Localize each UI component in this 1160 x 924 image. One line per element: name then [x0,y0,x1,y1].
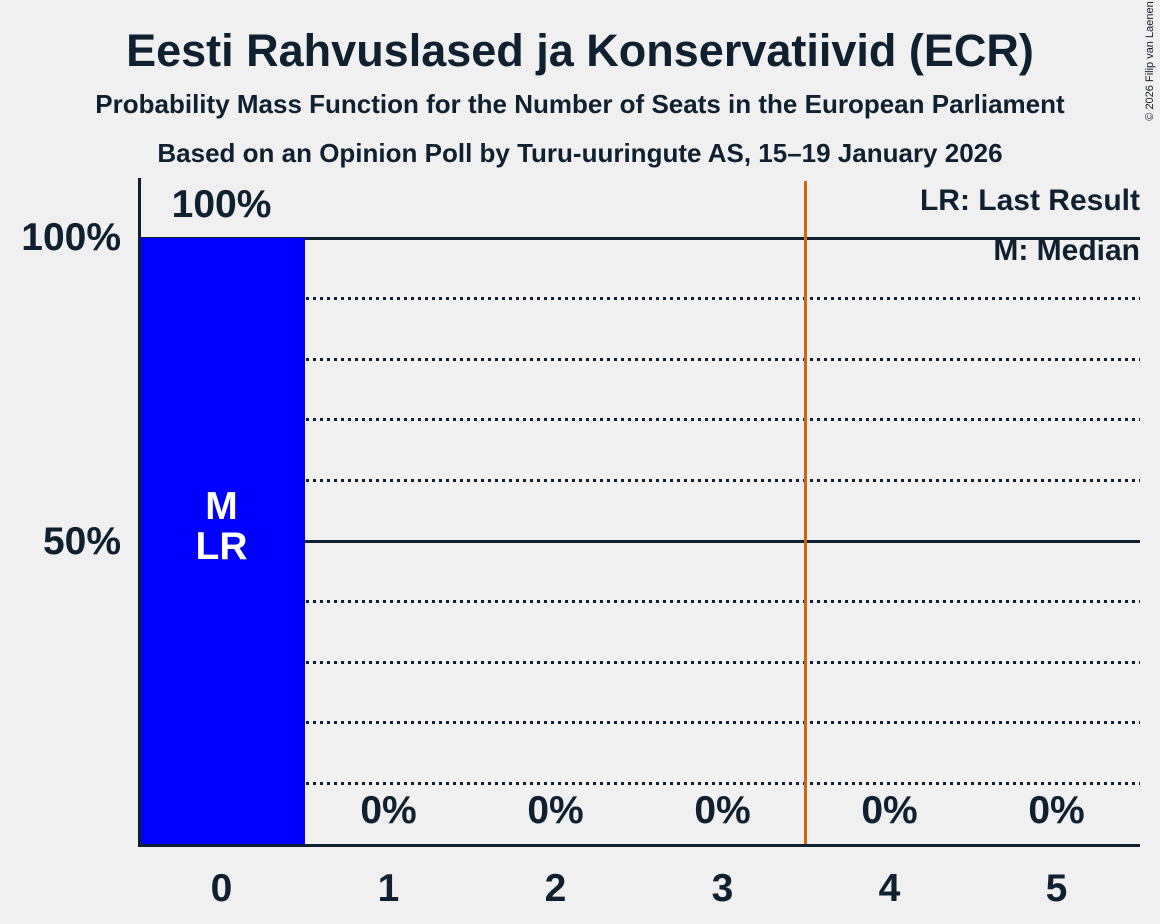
majority-threshold-line [804,181,808,844]
y-axis-label-100: 100% [21,216,121,259]
gridline-20pct [138,721,1140,725]
x-tick-label-3: 3 [711,867,734,910]
seat-slot-3: 0% [639,238,806,844]
seat-slot-0: 100% M LR [138,185,305,844]
x-tick-label-0: 0 [210,867,233,910]
gridline-50pct [138,539,1140,543]
x-tick-label-5: 5 [1045,867,1068,910]
plot-area: 100% M LR 0% 0% 0% 0% 0% [138,178,1140,847]
gridline-60pct [138,478,1140,482]
seat-slot-2: 0% [472,238,639,844]
gridline-80pct [138,357,1140,361]
probability-value-label: 100% [171,183,272,226]
chart-subtitle-function: Probability Mass Function for the Number… [95,89,1065,119]
probability-value-label: 0% [694,789,751,832]
seat-slot-5: 0% [973,238,1140,844]
plot-field: 100% M LR 0% 0% 0% 0% 0% [138,185,1140,844]
x-tick-label-1: 1 [377,867,400,910]
median-last-result-annotation: M LR [138,224,305,830]
gridline-70pct [138,418,1140,422]
last-result-marker: LR [195,525,248,568]
probability-value-label: 0% [360,789,417,832]
gridline-90pct [138,297,1140,301]
median-marker: M [205,485,238,528]
seat-slot-1: 0% [305,238,472,844]
legend-median: M: Median [993,234,1140,267]
gridline-40pct [138,600,1140,604]
x-tick-label-4: 4 [878,867,901,910]
copyright-notice: © 2026 Filip van Laenen [1144,1,1156,121]
y-axis-label-50: 50% [42,520,121,563]
probability-value-label: 0% [1028,789,1085,832]
probability-value-label: 0% [861,789,918,832]
gridline-10pct [138,781,1140,785]
probability-value-label: 0% [527,789,584,832]
gridline-30pct [138,660,1140,664]
x-axis-line [138,844,1140,847]
probability-bar-0 [138,238,305,844]
x-tick-label-2: 2 [544,867,567,910]
y-axis-line [138,178,141,847]
gridline-100pct [138,236,1140,240]
x-axis-tick-labels: 0 1 2 3 4 5 [138,866,1140,912]
legend-last-result: LR: Last Result [919,184,1140,217]
chart-title: Eesti Rahvuslased ja Konservatiivid (ECR… [126,25,1034,76]
seat-slot-4: 0% [806,238,973,844]
chart-subtitle-poll: Based on an Opinion Poll by Turu-uuringu… [157,138,1003,168]
